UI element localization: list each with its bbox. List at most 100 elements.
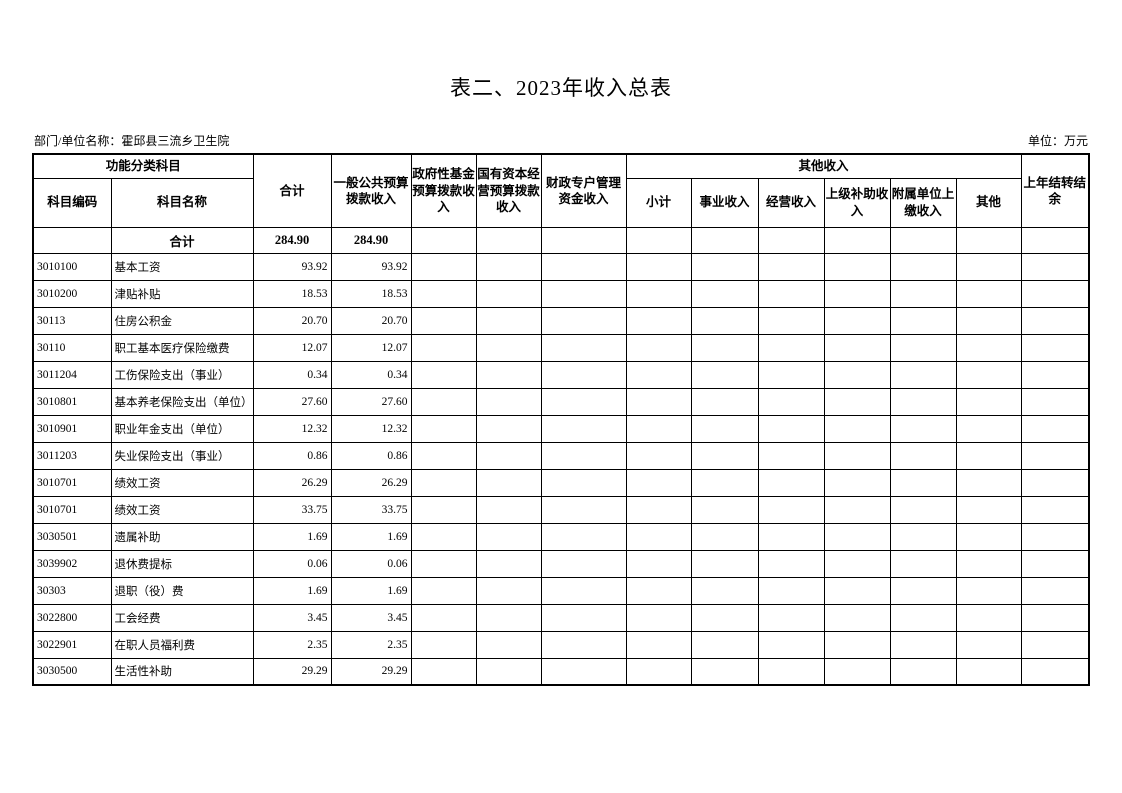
cell-general: 18.53 (330, 279, 412, 308)
cell-subtotal (625, 279, 692, 308)
header-fiscal-account: 财政专户管理资金收入 (540, 153, 627, 228)
cell-gov-fund (410, 603, 477, 632)
cell-fiscal-account (540, 387, 627, 416)
cell-general: 27.60 (330, 387, 412, 416)
cell-business-income (690, 603, 759, 632)
cell-other (955, 414, 1022, 443)
header-superior-subsidy: 上级补助收入 (823, 177, 891, 228)
cell-carryover (1020, 226, 1090, 254)
cell-superior-subsidy (823, 549, 891, 578)
header-other-group: 其他收入 (625, 153, 1022, 179)
cell-business-income (690, 279, 759, 308)
cell-fiscal-account (540, 657, 627, 686)
cell-carryover (1020, 252, 1090, 281)
cell-business-income (690, 414, 759, 443)
header-total: 合计 (252, 153, 332, 228)
cell-superior-subsidy (823, 630, 891, 659)
cell-superior-subsidy (823, 441, 891, 470)
cell-operating-income (757, 414, 825, 443)
cell-business-income (690, 549, 759, 578)
cell-name: 基本养老保险支出（单位） (110, 387, 254, 416)
cell-other (955, 576, 1022, 605)
cell-name: 退职（役）费 (110, 576, 254, 605)
cell-other (955, 360, 1022, 389)
header-affiliated-remit: 附属单位上缴收入 (889, 177, 957, 228)
cell-superior-subsidy (823, 468, 891, 497)
cell-other (955, 387, 1022, 416)
cell-state-capital (475, 387, 542, 416)
header-general-budget: 一般公共预算拨款收入 (330, 153, 412, 228)
cell-fiscal-account (540, 522, 627, 551)
cell-superior-subsidy (823, 226, 891, 254)
cell-general: 1.69 (330, 522, 412, 551)
cell-total: 18.53 (252, 279, 332, 308)
cell-name: 职业年金支出（单位） (110, 414, 254, 443)
cell-fiscal-account (540, 495, 627, 524)
cell-state-capital (475, 414, 542, 443)
cell-superior-subsidy (823, 360, 891, 389)
cell-gov-fund (410, 522, 477, 551)
table-row: 3010701 绩效工资 33.75 33.75 (32, 495, 1090, 524)
cell-name: 在职人员福利费 (110, 630, 254, 659)
cell-operating-income (757, 387, 825, 416)
cell-other (955, 468, 1022, 497)
cell-state-capital (475, 441, 542, 470)
page-title: 表二、2023年收入总表 (450, 76, 672, 100)
cell-subtotal (625, 468, 692, 497)
cell-gov-fund (410, 576, 477, 605)
cell-name: 住房公积金 (110, 306, 254, 335)
cell-fiscal-account (540, 630, 627, 659)
cell-affiliated-remit (889, 630, 957, 659)
table-row: 3039902 退休费提标 0.06 0.06 (32, 549, 1090, 578)
cell-other (955, 522, 1022, 551)
cell-gov-fund (410, 226, 477, 254)
cell-business-income (690, 306, 759, 335)
cell-total: 0.06 (252, 549, 332, 578)
cell-name: 绩效工资 (110, 495, 254, 524)
cell-total: 2.35 (252, 630, 332, 659)
cell-carryover (1020, 630, 1090, 659)
cell-affiliated-remit (889, 441, 957, 470)
cell-general: 12.32 (330, 414, 412, 443)
table-row: 30303 退职（役）费 1.69 1.69 (32, 576, 1090, 605)
cell-state-capital (475, 657, 542, 686)
cell-total: 12.07 (252, 333, 332, 362)
cell-affiliated-remit (889, 603, 957, 632)
cell-operating-income (757, 657, 825, 686)
cell-code: 30113 (32, 306, 112, 335)
cell-operating-income (757, 495, 825, 524)
header-carryover: 上年结转结余 (1020, 153, 1090, 228)
cell-name: 生活性补助 (110, 657, 254, 686)
cell-fiscal-account (540, 226, 627, 254)
cell-affiliated-remit (889, 360, 957, 389)
cell-name: 失业保险支出（事业） (110, 441, 254, 470)
cell-business-income (690, 360, 759, 389)
header-operating-income: 经营收入 (757, 177, 825, 228)
cell-operating-income (757, 603, 825, 632)
cell-affiliated-remit (889, 495, 957, 524)
cell-carryover (1020, 603, 1090, 632)
cell-carryover (1020, 333, 1090, 362)
cell-general: 0.06 (330, 549, 412, 578)
cell-business-income (690, 657, 759, 686)
cell-gov-fund (410, 468, 477, 497)
table-row: 3030501 遗属补助 1.69 1.69 (32, 522, 1090, 551)
cell-affiliated-remit (889, 549, 957, 578)
cell-operating-income (757, 549, 825, 578)
cell-name: 职工基本医疗保险缴费 (110, 333, 254, 362)
cell-general: 1.69 (330, 576, 412, 605)
cell-operating-income (757, 468, 825, 497)
cell-affiliated-remit (889, 226, 957, 254)
cell-subtotal (625, 360, 692, 389)
cell-other (955, 279, 1022, 308)
cell-fiscal-account (540, 252, 627, 281)
cell-total: 26.29 (252, 468, 332, 497)
cell-name: 津贴补贴 (110, 279, 254, 308)
cell-total: 1.69 (252, 576, 332, 605)
cell-business-income (690, 630, 759, 659)
cell-state-capital (475, 333, 542, 362)
cell-general: 0.86 (330, 441, 412, 470)
cell-code: 3022901 (32, 630, 112, 659)
cell-business-income (690, 522, 759, 551)
cell-subtotal (625, 441, 692, 470)
